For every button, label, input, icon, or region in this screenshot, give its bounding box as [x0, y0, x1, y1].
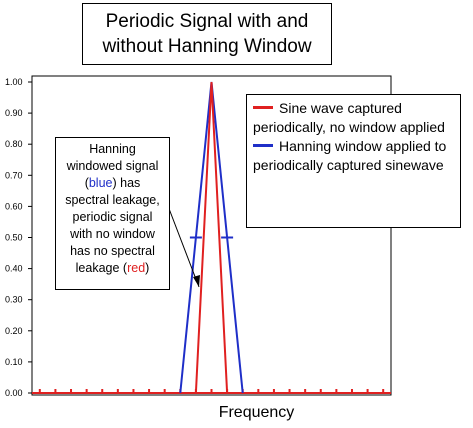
y-tick-label: 0.60 [5, 201, 23, 211]
annotation-text: Hanning [89, 142, 136, 156]
x-axis-ticks [32, 389, 391, 394]
annotation-box: Hanning windowed signal (blue) has spectral… [55, 137, 170, 290]
y-axis: 0.00 0.10 0.20 0.30 0.40 0.50 0.60 0.70 0.80 0.90… [5, 77, 32, 398]
annotation-line: has no spectral [56, 243, 169, 260]
legend-label-hanning: Hanning window applied to periodically c… [253, 138, 447, 173]
chart-title: Periodic Signal with and without Hanning… [82, 3, 332, 65]
y-tick-label: 1.00 [5, 77, 23, 87]
y-tick-label: 0.10 [5, 357, 23, 367]
annotation-text: with no window [70, 227, 155, 241]
annotation-text: leakage ( [75, 261, 128, 275]
y-tick-label: 0.00 [5, 388, 23, 398]
chart-title-line-2: without Hanning Window [102, 36, 312, 57]
y-tick-label: 0.20 [5, 326, 23, 336]
annotation-line: periodic signal [56, 209, 169, 226]
legend-entry-hanning: Hanning window applied to periodically c… [253, 137, 454, 175]
chart-title-line-1: Periodic Signal with and [105, 11, 309, 32]
plot-area-frame [31, 75, 392, 396]
annotation-blue-word: blue [88, 176, 113, 190]
y-tick-label: 0.50 [5, 233, 23, 243]
y-tick-label: 0.70 [5, 170, 23, 180]
annotation-line: Hanning [56, 141, 169, 158]
annotation-line: spectral leakage, [56, 192, 169, 209]
annotation-arrow [167, 205, 200, 288]
legend: Sine wave captured periodically, no wind… [246, 94, 461, 228]
legend-swatch-red [253, 105, 273, 109]
annotation-text: ) [145, 261, 150, 275]
annotation-text: spectral leakage, [65, 193, 160, 207]
annotation-line: windowed signal [56, 158, 169, 175]
y-tick-label: 0.90 [5, 108, 23, 118]
annotation-arrowhead [193, 275, 200, 287]
annotation-line: (blue) has [56, 175, 169, 192]
annotation-line: with no window [56, 226, 169, 243]
series-line-no-window [194, 81, 229, 394]
legend-entry-no-window: Sine wave captured periodically, no wind… [253, 99, 454, 137]
x-axis-label: Frequency [218, 404, 295, 421]
annotation-text: ( [84, 176, 89, 190]
legend-label-no-window: Sine wave captured periodically, no wind… [253, 100, 445, 135]
y-tick-label: 0.30 [5, 295, 23, 305]
annotation-text: windowed signal [66, 159, 159, 173]
annotation-red-word: red [127, 261, 146, 275]
annotation-text: ) has [112, 176, 141, 190]
y-tick-label: 0.80 [5, 139, 23, 149]
series-line-hanning [179, 81, 244, 394]
annotation-line: leakage (red) [56, 260, 169, 277]
series-layer [179, 81, 244, 394]
annotation-text: has no spectral [70, 244, 155, 258]
legend-swatch-blue [253, 143, 273, 147]
annotation-text: periodic signal [72, 210, 153, 224]
y-tick-label: 0.40 [5, 264, 23, 274]
